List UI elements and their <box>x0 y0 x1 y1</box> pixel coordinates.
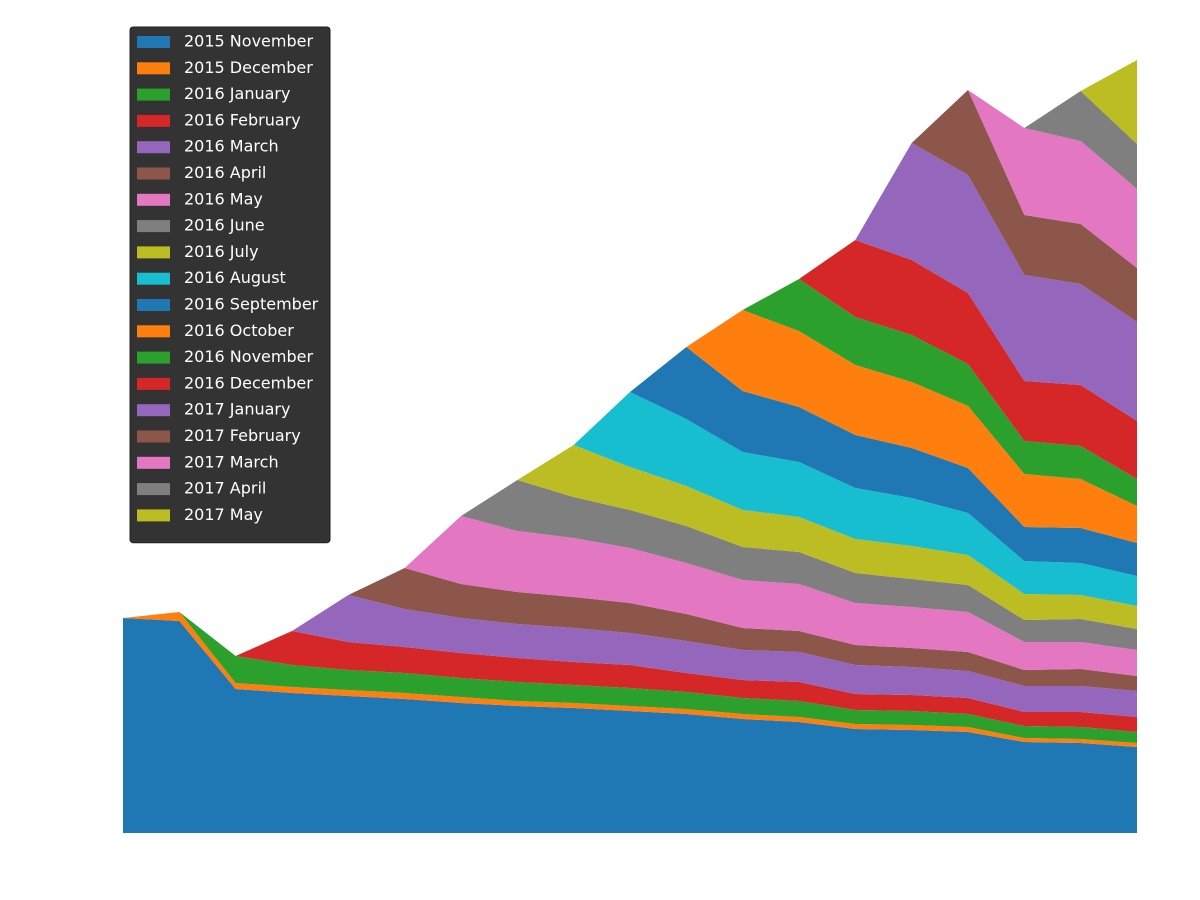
legend-swatch <box>137 167 170 180</box>
legend-swatch <box>137 430 170 443</box>
legend-swatch <box>137 377 170 390</box>
legend-swatch <box>137 141 170 154</box>
legend-label: 2016 August <box>184 268 286 287</box>
legend-swatch <box>137 404 170 417</box>
legend-swatch <box>137 246 170 259</box>
area <box>123 480 1137 656</box>
legend-label: 2015 November <box>184 32 313 51</box>
area <box>123 516 1137 676</box>
legend-swatch <box>137 193 170 206</box>
legend-swatch <box>137 509 170 522</box>
legend-swatch <box>137 220 170 233</box>
legend-label: 2016 May <box>184 189 263 208</box>
legend-label: 2016 March <box>184 137 279 156</box>
area <box>123 90 1137 656</box>
area <box>123 612 1137 743</box>
legend-label: 2016 October <box>184 321 294 340</box>
legend-box <box>129 26 331 544</box>
legend-swatch <box>137 114 170 127</box>
legend-label: 2017 February <box>184 426 301 445</box>
legend-label: 2016 February <box>184 110 301 129</box>
legend-swatch <box>137 36 170 48</box>
legend-swatch <box>137 299 170 311</box>
legend-label: 2017 May <box>184 505 263 524</box>
legend-swatch <box>137 272 170 285</box>
legend: 2015 November 2015 December 2016 January 20… <box>129 26 331 544</box>
area <box>123 279 1137 656</box>
legend-swatch <box>137 351 170 364</box>
legend-label: 2016 December <box>184 373 313 392</box>
legend-label: 2016 November <box>184 347 313 366</box>
legend-label: 2016 June <box>184 216 265 235</box>
area <box>123 392 1137 656</box>
legend-label: 2017 January <box>184 400 290 419</box>
legend-label: 2017 March <box>184 452 279 471</box>
area <box>123 618 1137 833</box>
legend-label: 2016 July <box>184 242 259 261</box>
legend-label: 2016 April <box>184 163 266 182</box>
legend-label: 2016 January <box>184 84 290 103</box>
legend-swatch <box>137 88 170 101</box>
area <box>123 612 1137 732</box>
legend-swatch <box>137 456 170 469</box>
legend-swatch <box>137 483 170 496</box>
legend-swatch <box>137 325 170 338</box>
area <box>123 310 1137 656</box>
area <box>123 568 1137 691</box>
legend-label: 2016 September <box>184 295 319 314</box>
area <box>123 445 1137 656</box>
area <box>123 595 1137 717</box>
area <box>123 347 1137 656</box>
legend-swatch <box>137 62 170 75</box>
legend-label: 2015 December <box>184 58 313 77</box>
legend-label: 2017 April <box>184 479 266 498</box>
